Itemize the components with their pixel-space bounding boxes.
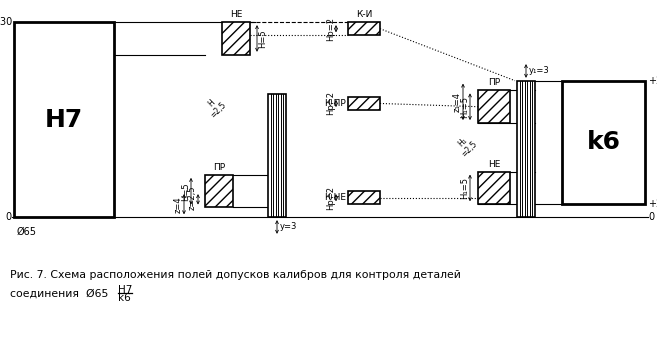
Text: ПР: ПР xyxy=(213,163,225,172)
Bar xyxy=(348,191,380,204)
Text: Hp=2: Hp=2 xyxy=(326,17,335,41)
Text: H7: H7 xyxy=(118,284,132,295)
Bar xyxy=(562,81,645,204)
Text: 0: 0 xyxy=(6,212,12,222)
Text: Hp=2: Hp=2 xyxy=(326,186,335,210)
Bar xyxy=(348,22,380,35)
Text: k6: k6 xyxy=(118,293,131,303)
Text: +2: +2 xyxy=(648,199,657,209)
Text: К-И: К-И xyxy=(356,10,372,19)
Text: H
=2,5: H =2,5 xyxy=(202,93,229,120)
Text: H₁
=2,5: H₁ =2,5 xyxy=(453,132,480,159)
Bar xyxy=(222,22,250,55)
Text: y=3: y=3 xyxy=(280,222,298,232)
Text: +21: +21 xyxy=(648,76,657,86)
Text: y₁=3: y₁=3 xyxy=(529,66,550,76)
Text: H₁=5: H₁=5 xyxy=(460,177,469,199)
Bar xyxy=(205,175,233,207)
Bar xyxy=(517,81,535,217)
Bar xyxy=(478,172,510,204)
Text: ПР: ПР xyxy=(488,78,500,87)
Text: H7: H7 xyxy=(45,108,83,132)
Bar xyxy=(14,22,114,217)
Bar xyxy=(478,91,510,123)
Text: +30: +30 xyxy=(0,17,12,27)
Text: К-НЕ: К-НЕ xyxy=(324,193,346,202)
Text: z=2,5: z=2,5 xyxy=(188,185,197,210)
Text: H=5: H=5 xyxy=(181,182,190,201)
Text: z=4: z=4 xyxy=(174,196,183,213)
Text: Hp=2: Hp=2 xyxy=(326,92,335,116)
Text: НЕ: НЕ xyxy=(487,160,500,169)
Text: НЕ: НЕ xyxy=(230,10,242,19)
Text: z₁=4: z₁=4 xyxy=(453,92,462,112)
Text: H=5: H=5 xyxy=(258,29,267,48)
Text: Рис. 7. Схема расположения полей допусков калибров для контроля деталей: Рис. 7. Схема расположения полей допуско… xyxy=(10,271,461,280)
Text: k6: k6 xyxy=(587,131,620,155)
Text: К-ПР: К-ПР xyxy=(325,99,346,108)
Text: H₁=5: H₁=5 xyxy=(460,96,469,118)
Text: соединения  Ø65: соединения Ø65 xyxy=(10,288,108,299)
Text: Ø65: Ø65 xyxy=(17,227,37,237)
Bar xyxy=(268,94,286,217)
Text: 0: 0 xyxy=(648,212,654,222)
Bar xyxy=(348,97,380,110)
